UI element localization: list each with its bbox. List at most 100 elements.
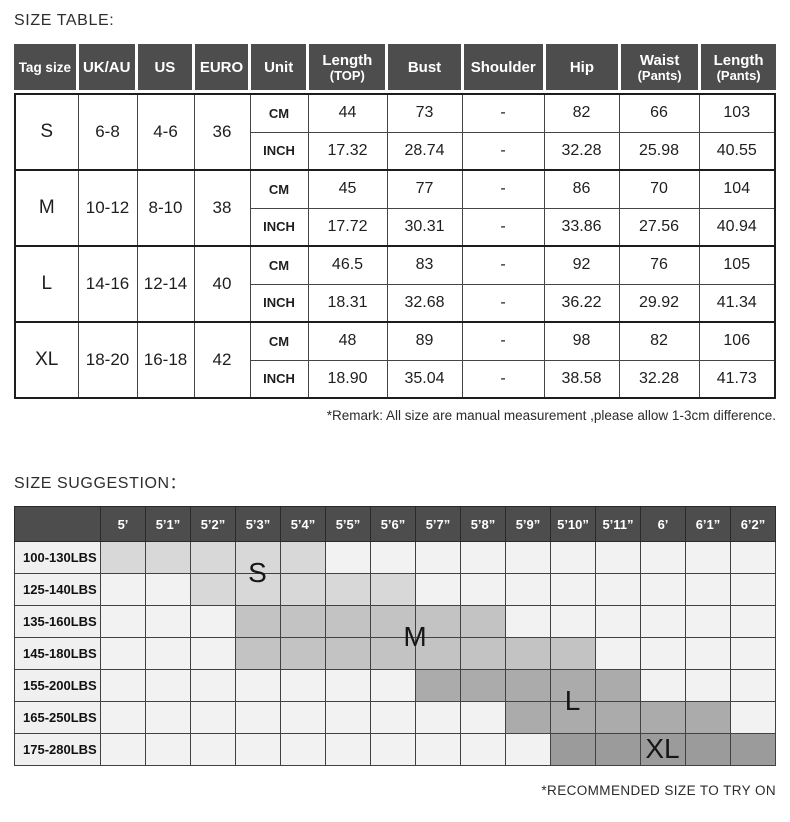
suggestion-cell: [460, 605, 506, 638]
suggestion-cell: [595, 605, 641, 638]
size-suggestion-footnote: *RECOMMENDED SIZE TO TRY ON: [541, 783, 776, 798]
suggestion-cell: [730, 733, 776, 766]
suggestion-cell: [505, 701, 551, 734]
measurement-value: 70: [618, 169, 700, 209]
suggestion-cell: [235, 605, 281, 638]
measurement-value: 40.94: [698, 207, 776, 247]
unit-label-cm: CM: [249, 169, 309, 209]
height-label-9: 5’9”: [505, 506, 551, 542]
measurement-value: 83: [386, 245, 463, 285]
suggestion-cell: [415, 605, 461, 638]
weight-label-1: 125-140LBS: [14, 573, 101, 606]
height-label-5: 5’5”: [325, 506, 371, 542]
suggestion-cell: [235, 541, 281, 574]
measurement-value: 73: [386, 93, 463, 133]
measurement-value: -: [461, 359, 545, 399]
suggestion-cell: [100, 733, 146, 766]
suggestion-cell: [550, 701, 596, 734]
suggestion-cell: [280, 541, 326, 574]
suggestion-cell: [325, 733, 371, 766]
size-s-uk-au: 6-8: [77, 93, 138, 171]
measurement-value: 86: [543, 169, 620, 209]
size-region-label-l: L: [564, 685, 581, 716]
measurement-value: 32.68: [386, 283, 463, 323]
measurement-value: 25.98: [618, 131, 700, 171]
unit-label-inch: INCH: [249, 283, 309, 323]
measurement-value: 18.90: [307, 359, 388, 399]
suggestion-cell: [595, 637, 641, 670]
suggestion-cell: [100, 573, 146, 606]
size-table-title: SIZE TABLE:: [14, 12, 115, 29]
suggestion-cell: [595, 701, 641, 734]
suggestion-cell: [460, 573, 506, 606]
col-header-waist-pants: Waist (Pants): [617, 44, 700, 90]
suggestion-cell: [145, 605, 191, 638]
measurement-value: 82: [543, 93, 620, 133]
col-header-hip: Hip: [542, 44, 620, 90]
suggestion-cell: [550, 541, 596, 574]
suggestion-cell: [235, 573, 281, 606]
suggestion-cell: [640, 637, 686, 670]
size-region-label-m: M: [403, 621, 427, 652]
suggestion-cell: [595, 573, 641, 606]
weight-row-6: 175-280LBS: [14, 733, 776, 766]
suggestion-cell: [550, 573, 596, 606]
height-label-8: 5’8”: [460, 506, 506, 542]
suggestion-cell: [730, 701, 776, 734]
col-header-length-top: Length (TOP): [306, 44, 387, 90]
unit-label-inch: INCH: [249, 207, 309, 247]
suggestion-cell: [100, 605, 146, 638]
measurement-value: 45: [307, 169, 388, 209]
size-table-remark: *Remark: All size are manual measurement…: [326, 408, 776, 423]
size-s-euro: 36: [193, 93, 251, 171]
suggestion-cell: [415, 733, 461, 766]
suggestion-cell: [100, 669, 146, 702]
size-suggestion-table: 5’ 5’1” 5’2” 5’3” 5’4” 5’5” 5’6” 5’7” 5’8” 5’9” 5’…: [14, 506, 776, 766]
suggestion-cell: [685, 669, 731, 702]
size-row-l-inch: INCH 18.31 32.68-36.22 29.92 41.34: [15, 283, 776, 323]
suggestion-cell: [505, 573, 551, 606]
suggestion-cell: [730, 541, 776, 574]
suggestion-cell: [190, 701, 236, 734]
height-label-0: 5’: [100, 506, 146, 542]
corner-cell: [14, 506, 101, 542]
suggestion-cell: [280, 637, 326, 670]
measurement-value: 32.28: [618, 359, 700, 399]
suggestion-cell: [325, 541, 371, 574]
suggestion-cell: [415, 637, 461, 670]
suggestion-cell: [460, 701, 506, 734]
measurement-value: 89: [386, 321, 463, 361]
suggestion-cell: [235, 637, 281, 670]
suggestion-cell: [505, 541, 551, 574]
col-header-us: US: [134, 44, 194, 90]
suggestion-cell: [415, 669, 461, 702]
measurement-value: -: [461, 131, 545, 171]
height-label-3: 5’3”: [235, 506, 281, 542]
size-m-uk-au: 10-12: [77, 169, 138, 247]
size-s-tag-size: S: [14, 93, 79, 171]
measurement-value: 36.22: [543, 283, 620, 323]
measurement-value: -: [461, 321, 545, 361]
col-header-length-pants: Length (Pants): [698, 44, 776, 90]
measurement-value: 17.72: [307, 207, 388, 247]
suggestion-cell: [640, 541, 686, 574]
suggestion-cell: [730, 637, 776, 670]
suggestion-cell: [550, 605, 596, 638]
unit-label-cm: CM: [249, 321, 309, 361]
weight-label-2: 135-160LBS: [14, 605, 101, 638]
measurement-value: 17.32: [307, 131, 388, 171]
size-l-tag-size: L: [14, 245, 79, 323]
measurement-value: 35.04: [386, 359, 463, 399]
height-label-4: 5’4”: [280, 506, 326, 542]
weight-row-4: 155-200LBS: [14, 669, 776, 702]
measurement-value: 76: [618, 245, 700, 285]
suggestion-cell: [595, 541, 641, 574]
size-xl-uk-au: 18-20: [77, 321, 138, 399]
measurement-value: -: [461, 93, 545, 133]
col-header-shoulder: Shoulder: [460, 44, 545, 90]
suggestion-cell: [325, 637, 371, 670]
suggestion-cell: [685, 637, 731, 670]
suggestion-cell: [550, 669, 596, 702]
height-label-12: 6’: [640, 506, 686, 542]
height-header-row: 5’ 5’1” 5’2” 5’3” 5’4” 5’5” 5’6” 5’7” 5’8” 5’9” 5’…: [14, 506, 776, 542]
